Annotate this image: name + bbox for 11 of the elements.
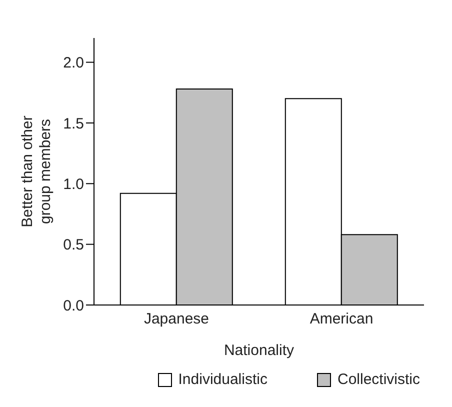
y-tick-label: 1.5 [63, 115, 84, 132]
y-tick-label: 1.0 [63, 176, 84, 193]
y-tick-label: 0.0 [63, 297, 84, 314]
legend-label: Collectivistic [336, 371, 420, 388]
y-tick-label: 0.5 [63, 236, 84, 254]
y-axis-title: Better than other group members [19, 116, 54, 228]
x-tick-label: Japanese [144, 310, 210, 328]
y-tick-label: 2.0 [63, 54, 84, 72]
legend-label: Individualistic [177, 371, 268, 388]
x-tick-label: American [310, 310, 374, 328]
x-axis-title: Nationality [224, 342, 295, 359]
